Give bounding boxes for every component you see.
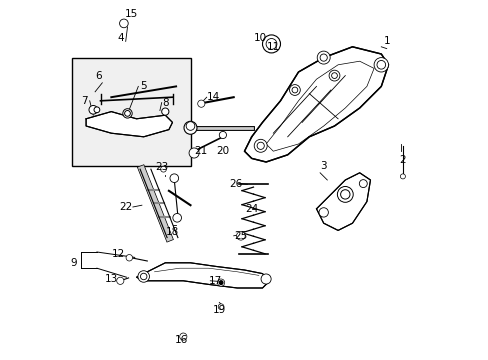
Circle shape <box>160 166 166 172</box>
Circle shape <box>236 231 244 240</box>
Circle shape <box>122 109 132 118</box>
Text: 4: 4 <box>117 33 123 43</box>
Text: 17: 17 <box>209 276 222 286</box>
Text: 19: 19 <box>212 305 225 315</box>
Circle shape <box>219 281 223 284</box>
Circle shape <box>291 87 297 93</box>
Circle shape <box>218 304 224 310</box>
Text: 18: 18 <box>165 227 179 237</box>
Circle shape <box>170 174 178 183</box>
Text: 5: 5 <box>140 81 147 91</box>
Text: 7: 7 <box>81 96 87 106</box>
Circle shape <box>289 85 300 95</box>
Circle shape <box>320 54 326 61</box>
Circle shape <box>376 60 385 69</box>
Circle shape <box>328 70 339 81</box>
Bar <box>72 58 190 166</box>
Circle shape <box>217 279 224 286</box>
Circle shape <box>162 108 168 115</box>
Circle shape <box>120 19 128 28</box>
Circle shape <box>179 333 186 340</box>
Text: 26: 26 <box>228 179 242 189</box>
Circle shape <box>140 273 146 280</box>
Circle shape <box>219 131 226 139</box>
Text: 1: 1 <box>383 36 389 46</box>
Circle shape <box>126 255 132 261</box>
Circle shape <box>331 73 337 78</box>
Polygon shape <box>136 263 269 288</box>
Text: 8: 8 <box>162 98 168 108</box>
Text: 9: 9 <box>70 258 77 268</box>
Circle shape <box>257 142 264 149</box>
Circle shape <box>254 139 266 152</box>
Circle shape <box>138 271 149 282</box>
Text: 11: 11 <box>266 42 279 52</box>
Polygon shape <box>244 47 387 162</box>
Circle shape <box>94 107 100 113</box>
Circle shape <box>183 121 197 134</box>
Text: 14: 14 <box>207 92 220 102</box>
Circle shape <box>340 190 349 199</box>
Text: 3: 3 <box>320 161 326 171</box>
Circle shape <box>265 39 276 49</box>
Circle shape <box>124 111 130 116</box>
Circle shape <box>373 58 387 72</box>
Text: 16: 16 <box>175 335 188 345</box>
Text: 12: 12 <box>112 249 125 259</box>
Circle shape <box>318 208 328 217</box>
Text: 13: 13 <box>104 274 118 284</box>
Text: 20: 20 <box>216 146 229 156</box>
Polygon shape <box>86 112 172 137</box>
Text: 10: 10 <box>254 33 267 43</box>
Text: 25: 25 <box>234 231 247 241</box>
Circle shape <box>261 274 270 284</box>
Text: 24: 24 <box>244 204 258 214</box>
Circle shape <box>317 51 329 64</box>
Circle shape <box>117 277 123 284</box>
Circle shape <box>189 148 199 158</box>
Circle shape <box>197 100 204 107</box>
Text: 15: 15 <box>124 9 138 19</box>
Text: 22: 22 <box>119 202 132 212</box>
Text: 21: 21 <box>194 146 207 156</box>
Circle shape <box>359 180 366 188</box>
Polygon shape <box>316 173 370 230</box>
Text: 23: 23 <box>155 162 168 172</box>
Circle shape <box>172 213 181 222</box>
Circle shape <box>337 186 352 202</box>
Circle shape <box>262 35 280 53</box>
Circle shape <box>186 122 194 130</box>
Text: 6: 6 <box>95 71 102 81</box>
Circle shape <box>89 105 98 114</box>
Circle shape <box>400 174 405 179</box>
Text: 2: 2 <box>399 155 406 165</box>
